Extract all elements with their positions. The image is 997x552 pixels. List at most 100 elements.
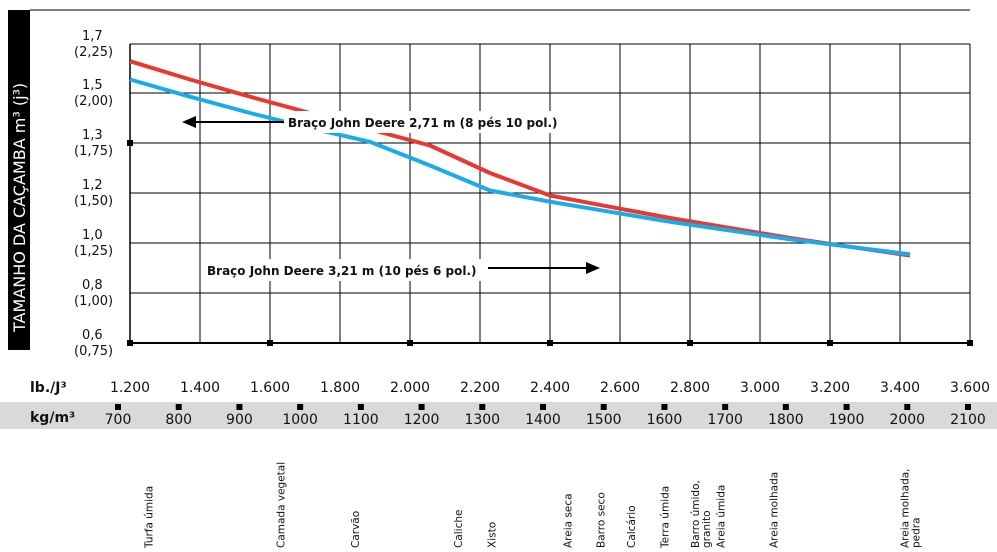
material-label: Areia seca xyxy=(562,493,574,548)
y-tick-sublabel: (1,25) xyxy=(74,244,113,259)
annotation-box-red xyxy=(284,111,557,133)
y-tick-sublabel: (0,75) xyxy=(74,344,113,359)
material-label: Turfa úmida xyxy=(143,486,155,549)
y-tick-label: 1,3 xyxy=(82,128,103,143)
axis-marker xyxy=(687,340,693,346)
y-axis-label-background xyxy=(8,10,30,350)
material-label: granito xyxy=(701,510,713,548)
y-tick-label: 0,8 xyxy=(82,278,103,293)
kg-marker xyxy=(904,404,911,410)
x-tick-label-lb: 3.600 xyxy=(950,380,990,396)
kg-marker xyxy=(600,404,607,410)
kg-marker xyxy=(175,404,182,410)
material-label: Areia molhada, xyxy=(899,468,911,548)
y-tick-label: 1,0 xyxy=(82,228,103,243)
kg-marker xyxy=(236,404,243,410)
y-tick-sublabel: (2,25) xyxy=(74,45,113,60)
x-tick-label-lb: 2.400 xyxy=(530,380,570,396)
x-tick-label-kg: 1100 xyxy=(343,412,379,428)
annotation-box-blue xyxy=(203,259,485,281)
y-tick-sublabel: (2,00) xyxy=(74,94,113,109)
material-label: Areia úmida xyxy=(715,485,727,548)
kg-marker xyxy=(965,404,971,410)
material-label: Areia molhada xyxy=(769,472,781,548)
series-line-red xyxy=(129,59,911,258)
y-tick-sublabel: (1,50) xyxy=(74,194,113,209)
material-label: pedra xyxy=(910,517,922,548)
y-tick-label: 1,7 xyxy=(82,29,103,44)
x-tick-label-lb: 3.200 xyxy=(810,380,850,396)
annotation-arrowhead-red xyxy=(182,116,196,128)
material-label: Camada vegetal xyxy=(276,462,288,548)
y-tick-label: 0,6 xyxy=(82,328,103,343)
series-line-blue xyxy=(129,77,911,257)
x-tick-label-lb: 2.200 xyxy=(460,380,500,396)
x-tick-label-lb: 1.400 xyxy=(180,380,220,396)
x-tick-label-kg: 1800 xyxy=(768,412,804,428)
x-tick-label-kg: 800 xyxy=(165,412,192,428)
x-tick-label-lb: 1.600 xyxy=(250,380,290,396)
material-label: Carvão xyxy=(350,511,362,548)
x-tick-label-lb: 1.800 xyxy=(320,380,360,396)
x-tick-label-lb: 2.800 xyxy=(670,380,710,396)
x-tick-label-kg: 900 xyxy=(226,412,253,428)
x-tick-labels-kg: 700 800 900 1000 1100 1200 1300 1400 1500 1600 170… xyxy=(105,404,986,428)
axis-marker xyxy=(267,340,273,346)
kg-marker xyxy=(722,404,729,410)
kg-marker xyxy=(115,404,121,410)
x-tick-label-kg: 1700 xyxy=(707,412,743,428)
x-tick-labels-lb: 1.200 1.400 1.600 1.800 2.000 2.200 2.400 2.600… xyxy=(110,380,990,396)
x-tick-label-kg: 1500 xyxy=(586,412,622,428)
series-lines xyxy=(129,59,911,258)
x-tick-label-kg: 1200 xyxy=(404,412,440,428)
y-tick-sublabel: (1,75) xyxy=(74,144,113,159)
annotations: Braço John Deere 2,71 m (8 pés 10 pol.) … xyxy=(182,111,600,281)
kg-marker xyxy=(297,404,304,410)
y-tick-label: 1,2 xyxy=(82,178,103,193)
axis-marker xyxy=(547,340,553,346)
axis-marker xyxy=(127,140,133,146)
material-label: Caliche xyxy=(453,510,465,549)
x-tick-label-kg: 700 xyxy=(105,412,132,428)
y-tick-label: 1,5 xyxy=(82,78,103,93)
material-label: Calcário xyxy=(626,505,638,548)
material-label: Barro seco xyxy=(596,492,608,548)
axis-marker xyxy=(127,340,133,346)
x-tick-label-kg: 2000 xyxy=(889,412,925,428)
kg-marker xyxy=(782,404,789,410)
x-tick-label-kg: 1400 xyxy=(525,412,561,428)
annotation-arrowhead-blue xyxy=(586,262,600,274)
kg-marker xyxy=(661,404,668,410)
kg-marker xyxy=(418,404,425,410)
x-tick-label-kg: 1000 xyxy=(282,412,318,428)
x-tick-label-lb: 3.000 xyxy=(740,380,780,396)
material-labels: Turfa úmida Camada vegetal Carvão Caliche Xi… xyxy=(143,462,922,549)
x-tick-label-kg: 1600 xyxy=(647,412,683,428)
y-tick-labels: 0,6(0,75)0,8(1,00)1,0(1,25)1,2(1,50)1,3(… xyxy=(74,29,113,359)
y-tick-sublabel: (1,00) xyxy=(74,294,113,309)
axis-marker xyxy=(407,340,413,346)
x-tick-label-kg: 2100 xyxy=(950,412,986,428)
axis-marker xyxy=(967,340,973,346)
x-tick-label-lb: 2.600 xyxy=(600,380,640,396)
kg-marker xyxy=(540,404,546,410)
material-label: Barro úmido, xyxy=(690,480,702,548)
legend-label-red-series: Braço John Deere 2,71 m (8 pés 10 pol.) xyxy=(288,116,558,130)
x-tick-label-lb: 1.200 xyxy=(110,380,150,396)
material-label: Terra úmida xyxy=(659,486,671,549)
axis-marker xyxy=(827,340,833,346)
x-unit-lb-label: lb./J³ xyxy=(30,380,67,396)
material-label: Xisto xyxy=(486,522,498,548)
y-axis-label: TAMANHO DA CAÇAMBA m³ (j³) xyxy=(10,83,29,333)
kg-marker xyxy=(479,404,486,410)
kg-marker xyxy=(357,404,364,410)
x-tick-label-kg: 1900 xyxy=(829,412,865,428)
x-tick-label-lb: 3.400 xyxy=(880,380,920,396)
kg-marker xyxy=(843,404,850,410)
kg-band xyxy=(0,402,997,429)
x-tick-label-kg: 1300 xyxy=(464,412,500,428)
legend-label-blue-series: Braço John Deere 3,21 m (10 pés 6 pol.) xyxy=(207,264,477,278)
x-unit-kg-label: kg/m³ xyxy=(30,410,75,426)
x-tick-label-lb: 2.000 xyxy=(390,380,430,396)
